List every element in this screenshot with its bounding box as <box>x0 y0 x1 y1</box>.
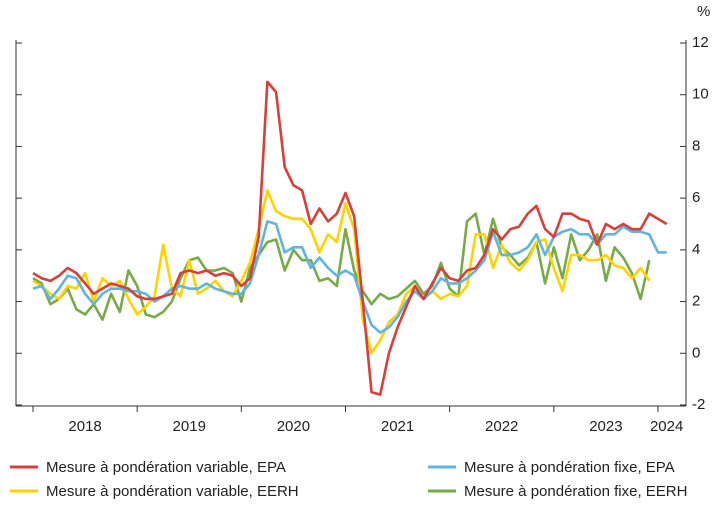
legend-label: Mesure à pondération fixe, EERH <box>464 483 687 500</box>
x-tick-label: 2022 <box>485 418 518 435</box>
x-tick-label: 2018 <box>68 418 101 435</box>
y-tick-label: 0 <box>692 344 700 361</box>
x-tick-label: 2019 <box>173 418 206 435</box>
x-tick-label: 2024 <box>650 418 683 435</box>
unit-label: % <box>697 3 710 20</box>
series-line <box>32 189 651 355</box>
x-tick-label: 2023 <box>589 418 622 435</box>
y-tick-label: 6 <box>692 189 700 206</box>
y-tick-label: 10 <box>692 86 709 103</box>
x-tick-label: 2021 <box>381 418 414 435</box>
y-tick-label: -2 <box>692 396 705 413</box>
y-tick-label: 4 <box>692 241 700 258</box>
legend-label: Mesure à pondération variable, EPA <box>46 459 286 476</box>
series-line <box>32 80 668 396</box>
legend-label: Mesure à pondération variable, EERH <box>46 483 299 500</box>
legend-label: Mesure à pondération fixe, EPA <box>464 459 675 476</box>
y-tick-label: 12 <box>692 34 709 51</box>
series-line <box>32 212 651 321</box>
y-tick-label: 8 <box>692 137 700 154</box>
series-line <box>32 220 667 334</box>
y-tick-label: 2 <box>692 293 700 310</box>
x-tick-label: 2020 <box>277 418 310 435</box>
